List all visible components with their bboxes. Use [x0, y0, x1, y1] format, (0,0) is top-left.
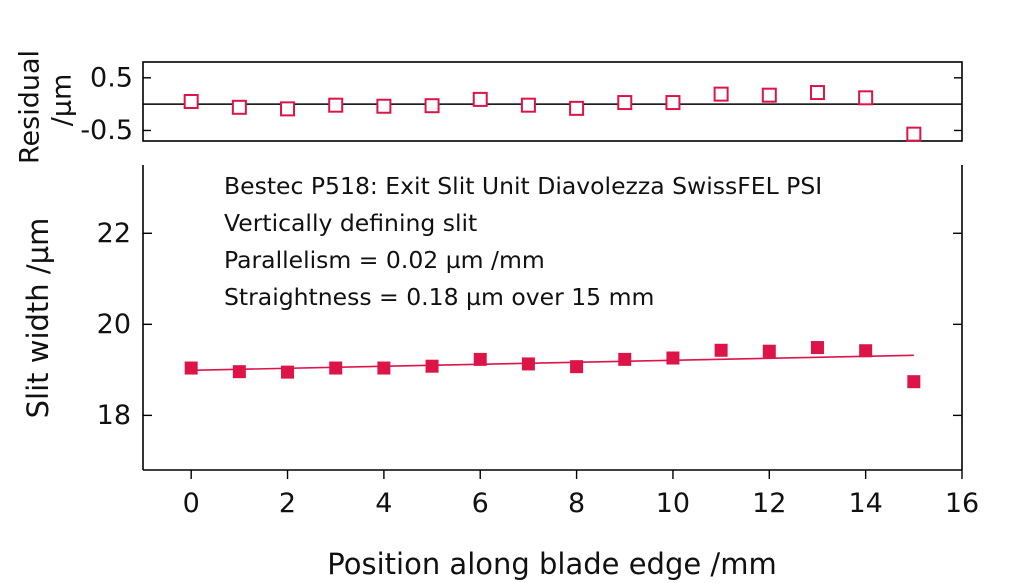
- main-y-tick-label: 18: [97, 400, 131, 431]
- slit-width-point: [425, 359, 439, 373]
- residual-point: [761, 87, 777, 103]
- annotation-straightness: Straightness = 0.18 µm over 15 mm: [224, 283, 654, 311]
- slit-width-point: [859, 344, 873, 358]
- slit-width-point: [521, 357, 535, 371]
- slit-width-point: [810, 341, 824, 355]
- slit-width-point: [377, 361, 391, 375]
- x-axis-label: Position along blade edge /mm: [327, 547, 776, 581]
- x-tick-label: 0: [183, 488, 200, 519]
- residual-y-ticks: 0.5 -0.5: [80, 62, 962, 146]
- slit-width-point: [666, 351, 680, 365]
- x-tick-label: 4: [375, 488, 392, 519]
- residual-points: [183, 85, 922, 142]
- residual-point: [472, 91, 488, 107]
- residual-y-label-line2: /µm: [47, 74, 78, 127]
- slit-width-point: [618, 352, 632, 366]
- residual-point: [280, 101, 296, 117]
- main-y-ticks: 18 20 22: [97, 218, 962, 431]
- x-tick-label: 6: [472, 488, 489, 519]
- residual-point: [569, 100, 585, 116]
- residual-point: [520, 97, 536, 113]
- residual-point: [183, 94, 199, 109]
- slit-width-point: [762, 344, 776, 358]
- x-tick-label: 12: [752, 488, 786, 519]
- slit-width-point: [570, 360, 584, 374]
- x-tick-label: 14: [848, 488, 882, 519]
- main-y-axis-label: Slit width /µm: [21, 218, 55, 419]
- residual-y-tick-label: -0.5: [80, 115, 133, 146]
- residual-point: [617, 95, 633, 111]
- slit-width-point: [281, 365, 295, 379]
- residual-point: [328, 97, 344, 113]
- main-x-ticks: 0 2 4 6 8 10 12 14 16: [183, 470, 979, 519]
- slit-width-point: [907, 375, 921, 389]
- annotation-title: Bestec P518: Exit Slit Unit Diavolezza S…: [224, 172, 822, 200]
- residual-y-label-line1: Residual: [15, 50, 46, 164]
- residual-point: [424, 98, 440, 114]
- annotation-parallelism: Parallelism = 0.02 µm /mm: [224, 246, 545, 274]
- main-y-tick-label: 20: [97, 309, 131, 340]
- residual-panel: 0.5 -0.5 Residual /µm: [15, 50, 963, 164]
- slit-width-point: [184, 361, 198, 375]
- residual-y-tick-label: 0.5: [90, 62, 133, 93]
- residual-point: [376, 98, 392, 114]
- main-y-tick-label: 22: [97, 218, 131, 249]
- residual-point: [665, 95, 681, 111]
- x-tick-label: 16: [945, 488, 979, 519]
- residual-plot-frame: [142, 61, 963, 142]
- residual-point: [809, 85, 825, 101]
- slit-width-points: [184, 341, 921, 389]
- x-tick-label: 10: [656, 488, 690, 519]
- slit-width-point: [232, 365, 246, 379]
- slit-width-point: [473, 352, 487, 366]
- linear-fit-line: [191, 354, 914, 372]
- residual-point: [231, 99, 247, 115]
- x-tick-label: 8: [568, 488, 585, 519]
- x-tick-label: 2: [279, 488, 296, 519]
- residual-point: [713, 86, 729, 102]
- slit-width-point: [714, 343, 728, 357]
- residual-point: [858, 90, 874, 106]
- slit-width-point: [329, 361, 343, 375]
- residual-point: [906, 126, 922, 142]
- annotation-slit: Vertically defining slit: [224, 209, 477, 237]
- main-panel: 18 20 22 0 2 4 6 8 10 12 14 16 Bestec P518: Exit S…: [21, 165, 979, 581]
